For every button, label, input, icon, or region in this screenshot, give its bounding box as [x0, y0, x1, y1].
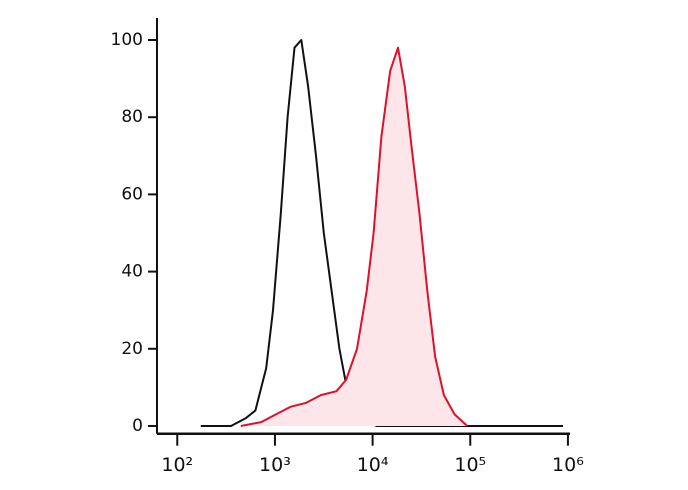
y-tick-label: 80: [121, 107, 143, 127]
x-tick-label: 10³: [259, 454, 291, 476]
y-tick-label: 60: [121, 184, 143, 204]
y-tick-label: 20: [121, 339, 143, 359]
y-tick-label: 100: [111, 30, 143, 50]
x-tick-label: 10⁵: [454, 454, 486, 476]
area: [240, 47, 468, 426]
x-tick-label: 10⁶: [552, 454, 584, 476]
x-tick-label: 10²: [161, 454, 193, 476]
x-tick-label: 10⁴: [357, 454, 389, 476]
y-tick-label: 0: [132, 416, 143, 436]
y-tick-label: 40: [121, 262, 143, 282]
line: [240, 46, 468, 427]
